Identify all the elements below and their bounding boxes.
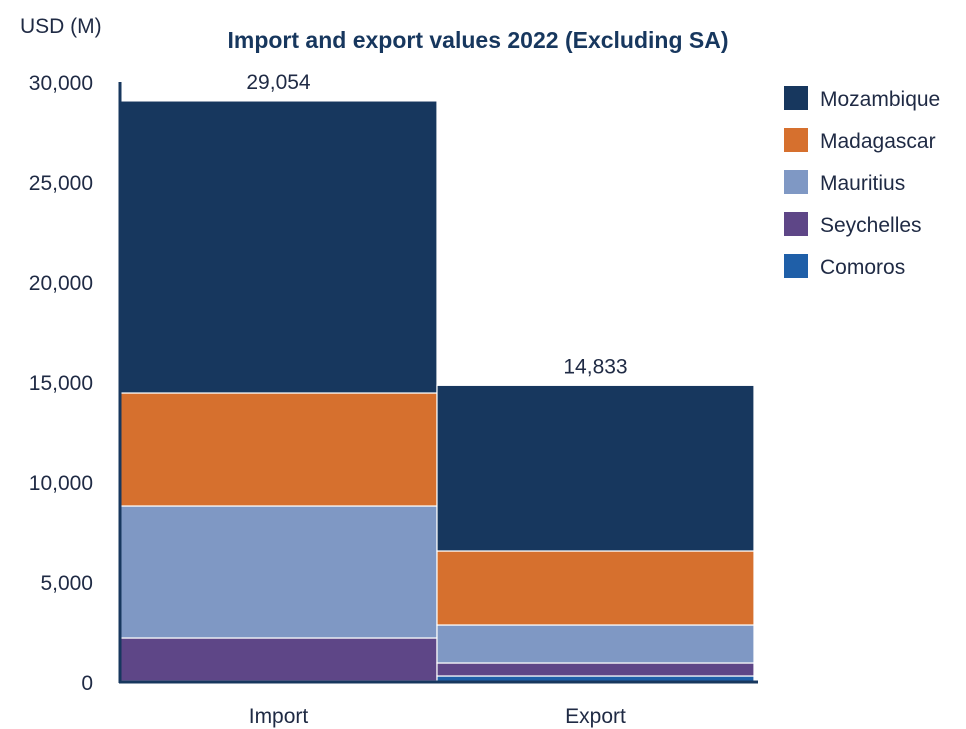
y-tick-label: 10,000 [29, 472, 93, 495]
x-tick-label-export: Export [565, 705, 626, 728]
bar-segment-export-mozambique [436, 384, 755, 552]
legend-swatch-madagascar [784, 128, 808, 152]
y-tick-label: 5,000 [40, 572, 93, 595]
bar-segment-export-mauritius [436, 624, 755, 664]
y-tick-label: 25,000 [29, 172, 93, 195]
legend: Mozambique Madagascar Mauritius Seychelles C… [784, 86, 940, 279]
legend-label-comoros: Comoros [820, 256, 905, 279]
y-tick-label: 20,000 [29, 272, 93, 295]
legend-label-madagascar: Madagascar [820, 130, 936, 153]
y-axis-unit-label: USD (M) [20, 15, 102, 38]
bar-segment-import-mozambique [119, 100, 438, 394]
legend-swatch-mozambique [784, 86, 808, 110]
bar-segment-import-seychelles [119, 637, 438, 682]
bar-segment-import-mauritius [119, 505, 438, 639]
total-label-import: 29,054 [246, 71, 311, 94]
legend-label-mozambique: Mozambique [820, 88, 940, 111]
chart-title: Import and export values 2022 (Excluding… [227, 27, 728, 53]
legend-swatch-seychelles [784, 212, 808, 236]
legend-label-mauritius: Mauritius [820, 172, 905, 195]
y-tick-label: 0 [81, 672, 93, 695]
legend-label-seychelles: Seychelles [820, 214, 922, 237]
bar-segment-import-madagascar [119, 392, 438, 507]
axis-layer: Import Export 0 5,000 10,000 15,000 20,000 25,0… [29, 72, 758, 728]
bar-segment-export-seychelles [436, 662, 755, 677]
legend-swatch-comoros [784, 254, 808, 278]
total-label-export: 14,833 [563, 355, 627, 378]
bars-layer: 29,054 14,833 [119, 71, 755, 683]
y-tick-label: 15,000 [29, 372, 93, 395]
bar-segment-export-madagascar [436, 550, 755, 626]
legend-swatch-mauritius [784, 170, 808, 194]
y-tick-label: 30,000 [29, 72, 93, 95]
x-tick-label-import: Import [249, 705, 309, 728]
